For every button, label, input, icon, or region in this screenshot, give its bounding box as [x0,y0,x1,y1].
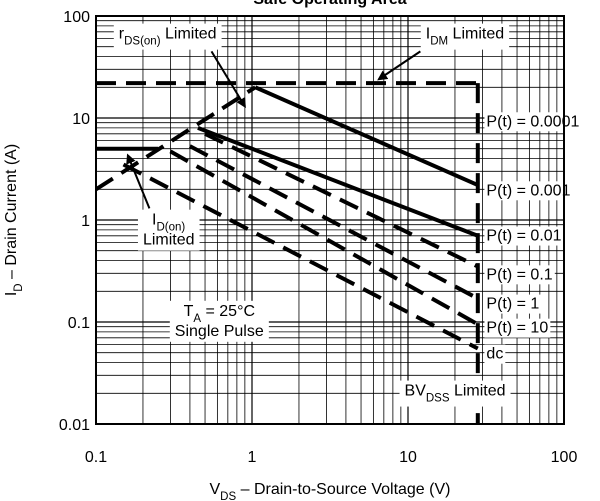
series-p-t-0-001 [197,126,479,238]
curve-label-p-t-0-001: P(t) = 0.001 [484,181,573,201]
y-tick-label: 1 [81,213,90,230]
series-p-t-0-01 [204,132,479,269]
x-tick-label: 1 [248,449,257,466]
svg-text:P(t) = 0.1: P(t) = 0.1 [486,266,552,283]
y-tick-label: 10 [72,111,90,128]
curve-label-p-t-0-1: P(t) = 0.1 [484,265,555,285]
annotations: rDS(on) Limited IDM Limited ID(on)Limited T… [113,23,511,407]
annotation-text: Limited [143,232,195,249]
x-axis-label: VDS – Drain-to-Source Voltage (V) [210,481,451,501]
plot-frame [95,15,565,425]
x-tick-label: 100 [551,449,578,466]
annotation-idm: IDM Limited [377,23,510,81]
series-layer [94,81,480,424]
curve-label-p-t-1: P(t) = 1 [484,294,542,314]
svg-text:P(t) = 1: P(t) = 1 [486,296,539,313]
series-p-t-0-0001 [254,85,479,187]
x-tick-label: 0.1 [85,449,107,466]
annotation-text: ID(on) [152,212,185,234]
annotation-rdson: rDS(on) Limited [113,23,246,109]
annotation-text: rDS(on) Limited [119,26,217,48]
series-r-ds-on-limited [94,85,257,191]
curve-label-p-t-0-01: P(t) = 0.01 [484,226,564,246]
y-tick-label: 0.1 [68,315,90,332]
annotation-arrow [210,50,246,109]
annotation-text: IDM Limited [426,26,504,48]
y-axis-label: ID – Drain Current (A) [3,144,25,296]
curve-label-dc: dc [484,344,506,364]
svg-text:P(t) = 10: P(t) = 10 [486,320,548,337]
series-p-t-10 [122,162,479,351]
series-p-t-0-1 [188,144,479,301]
annotation-text: TA = 25°C [184,303,255,325]
annotation-arrow [126,153,151,209]
y-tick-label: 100 [63,9,90,26]
curve-label-p-t-10: P(t) = 10 [484,318,551,338]
svg-text:P(t) = 0.01: P(t) = 0.01 [486,228,561,245]
curve-label-p-t-0-0001: P(t) = 0.0001 [484,112,582,132]
svg-text:P(t) = 0.001: P(t) = 0.001 [486,182,570,199]
y-tick-label: 0.01 [59,417,90,434]
annotation-arrow [377,50,421,81]
annotation-text: Single Pulse [175,323,264,340]
svg-text:P(t) = 0.0001: P(t) = 0.0001 [486,113,579,130]
chart-title: Safe Operating Area [253,0,406,8]
annotation-text: BVDSS Limited [405,383,506,405]
curve-labels: P(t) = 0.0001 P(t) = 0.001 P(t) = 0.01 P(t)… [484,112,582,364]
x-tick-label: 10 [399,449,417,466]
annotation-idon: ID(on)Limited [126,153,200,251]
annotation-bvdss: BVDSS Limited [399,380,511,407]
svg-text:dc: dc [486,346,503,363]
tick-labels: 0.1 1 10 100 0.01 0.1 1 10 100 [59,9,578,466]
